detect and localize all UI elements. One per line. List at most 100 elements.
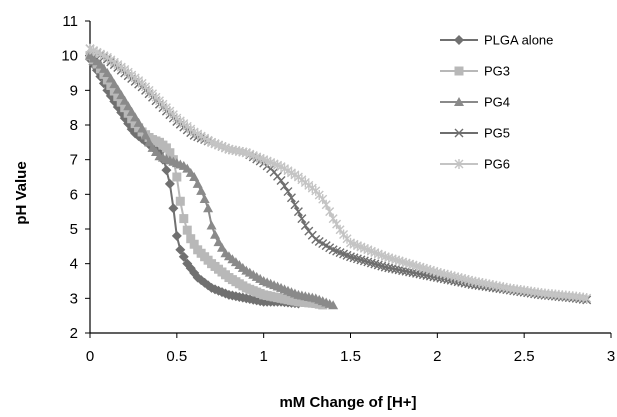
data-point bbox=[144, 137, 155, 147]
data-point bbox=[182, 225, 192, 235]
x-ticks: 0 0.5 1 1.5 2 2.5 3 bbox=[86, 333, 615, 365]
data-point bbox=[418, 270, 428, 280]
data-point bbox=[161, 165, 172, 176]
legend-label: PG6 bbox=[484, 157, 510, 172]
x-axis-title: mM Change of [H+] bbox=[279, 394, 416, 411]
data-point bbox=[175, 244, 186, 255]
legend-swatch-marker bbox=[454, 97, 464, 106]
data-point bbox=[300, 221, 310, 231]
data-point bbox=[186, 234, 196, 244]
data-point bbox=[387, 264, 397, 274]
data-point bbox=[290, 200, 300, 210]
series-pg5 bbox=[85, 44, 592, 305]
legend-label: PG4 bbox=[484, 95, 510, 110]
data-point bbox=[318, 194, 328, 205]
x-tick-label: 1 bbox=[259, 348, 267, 365]
legend-item: PG5 bbox=[440, 126, 510, 141]
x-tick-label: 1.5 bbox=[340, 348, 361, 365]
data-point bbox=[189, 239, 199, 249]
data-point bbox=[210, 229, 221, 239]
legend-swatch-marker bbox=[454, 35, 464, 45]
data-point bbox=[206, 220, 217, 230]
data-point bbox=[328, 300, 339, 310]
data-point bbox=[196, 185, 207, 195]
y-tick-label: 8 bbox=[70, 117, 78, 134]
series-line bbox=[89, 47, 589, 302]
y-tick-label: 5 bbox=[70, 221, 78, 238]
data-point bbox=[140, 130, 151, 140]
data-point bbox=[380, 262, 390, 272]
data-point bbox=[178, 251, 189, 262]
legend-item: PLGA alone bbox=[440, 33, 553, 48]
data-point bbox=[171, 230, 182, 241]
data-point bbox=[189, 172, 200, 181]
data-point bbox=[582, 293, 592, 304]
data-point bbox=[415, 269, 425, 279]
data-point bbox=[297, 214, 307, 224]
data-point bbox=[391, 264, 401, 274]
series-pg4 bbox=[85, 50, 339, 310]
y-axis-title: pH Value bbox=[13, 161, 30, 224]
legend-swatch-marker bbox=[454, 128, 464, 138]
data-point bbox=[102, 68, 113, 77]
data-point bbox=[203, 203, 214, 213]
series-group bbox=[85, 43, 592, 310]
data-point bbox=[119, 95, 130, 105]
data-point bbox=[216, 242, 227, 252]
data-point bbox=[126, 106, 137, 116]
data-point bbox=[137, 123, 148, 133]
data-point bbox=[116, 90, 127, 100]
x-tick-label: 0 bbox=[86, 348, 94, 365]
data-point bbox=[286, 193, 296, 203]
data-point bbox=[175, 196, 185, 206]
data-point bbox=[276, 175, 286, 185]
data-point bbox=[283, 187, 293, 197]
data-point bbox=[105, 73, 116, 83]
y-tick-label: 4 bbox=[70, 256, 78, 273]
legend-item: PG4 bbox=[440, 95, 510, 110]
data-point bbox=[328, 213, 338, 224]
data-point bbox=[123, 101, 134, 111]
data-point bbox=[112, 84, 123, 94]
x-tick-label: 3 bbox=[607, 348, 615, 365]
data-point bbox=[133, 117, 144, 127]
series-pg6 bbox=[85, 43, 592, 304]
data-point bbox=[408, 268, 418, 278]
x-tick-label: 2.5 bbox=[514, 348, 535, 365]
legend-label: PLGA alone bbox=[484, 33, 553, 48]
y-ticks: 2 3 4 5 6 7 8 9 10 11 bbox=[61, 13, 90, 342]
data-point bbox=[192, 178, 203, 188]
legend-swatch-marker bbox=[454, 159, 464, 169]
data-point bbox=[335, 224, 345, 235]
data-point bbox=[213, 237, 224, 247]
axes: 2 3 4 5 6 7 8 9 10 11 0 0.5 1 1.5 2 2.5 3 bbox=[61, 13, 615, 365]
data-point bbox=[165, 148, 175, 158]
data-point bbox=[384, 263, 394, 273]
data-point bbox=[161, 143, 171, 153]
data-point bbox=[119, 113, 130, 124]
data-point bbox=[130, 112, 141, 122]
y-tick-label: 10 bbox=[61, 48, 78, 65]
series-line bbox=[89, 47, 589, 300]
legend-swatch-marker bbox=[454, 66, 464, 76]
x-tick-label: 2 bbox=[433, 348, 441, 365]
data-point bbox=[411, 268, 421, 278]
data-point bbox=[199, 193, 210, 203]
legend-label: PG3 bbox=[484, 64, 510, 79]
data-point bbox=[95, 64, 105, 74]
x-tick-label: 0.5 bbox=[166, 348, 187, 365]
data-point bbox=[293, 207, 303, 217]
y-tick-label: 6 bbox=[70, 186, 78, 203]
data-point bbox=[405, 267, 415, 277]
data-point bbox=[172, 172, 182, 182]
data-point bbox=[398, 266, 408, 276]
y-tick-label: 7 bbox=[70, 152, 78, 169]
data-point bbox=[109, 79, 120, 89]
y-tick-label: 11 bbox=[62, 13, 78, 30]
legend-item: PG3 bbox=[440, 64, 510, 79]
data-point bbox=[394, 265, 404, 275]
y-tick-label: 2 bbox=[70, 325, 78, 342]
y-tick-label: 9 bbox=[70, 82, 78, 99]
data-point bbox=[280, 181, 290, 191]
